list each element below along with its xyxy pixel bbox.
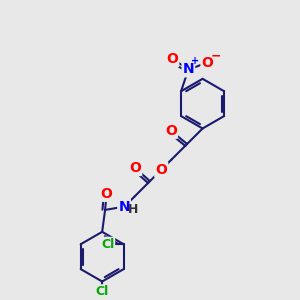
- Text: O: O: [201, 56, 213, 70]
- Text: Cl: Cl: [101, 238, 114, 251]
- Text: N: N: [118, 200, 130, 214]
- Text: Cl: Cl: [95, 285, 109, 298]
- Text: O: O: [155, 163, 167, 177]
- Text: O: O: [167, 52, 178, 66]
- Text: −: −: [210, 50, 221, 63]
- Text: N: N: [183, 62, 194, 76]
- Text: O: O: [100, 187, 112, 201]
- Text: H: H: [128, 203, 139, 216]
- Text: O: O: [129, 161, 141, 175]
- Text: O: O: [165, 124, 177, 138]
- Text: +: +: [191, 56, 199, 66]
